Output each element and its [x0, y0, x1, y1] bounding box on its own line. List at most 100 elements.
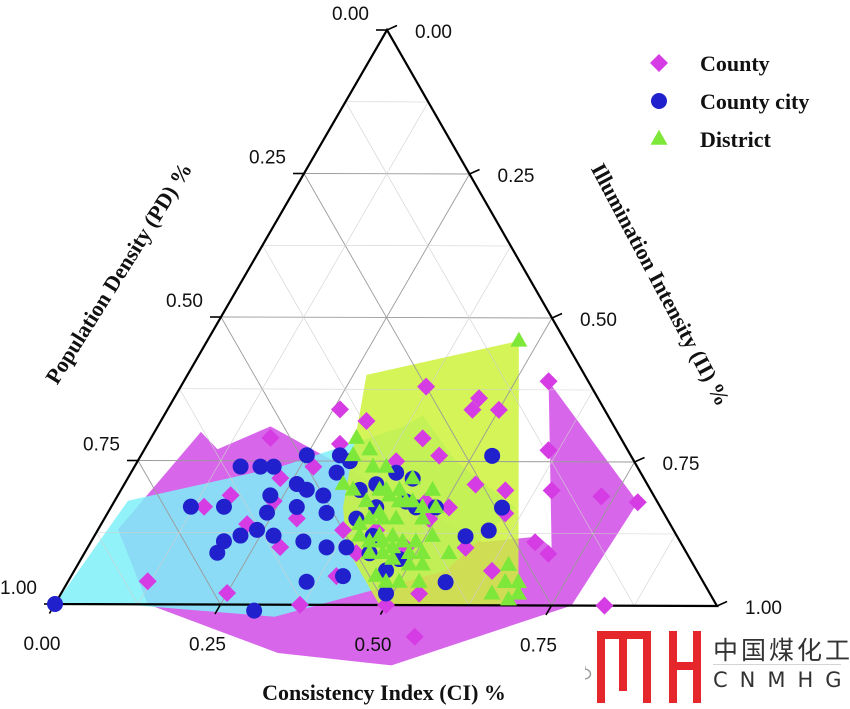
right-tick: [634, 456, 645, 463]
legend-marker-circle: [651, 93, 667, 109]
watermark-en-text: CNMHG: [713, 668, 850, 692]
left-tick-label: 0.00: [332, 4, 369, 25]
bottom-tick-label: 0.25: [189, 635, 226, 656]
triangle-marker: [344, 480, 362, 496]
diamond-marker: [592, 487, 611, 506]
triangle-marker: [404, 469, 422, 485]
triangle-marker: [367, 566, 385, 582]
right-tick: [469, 168, 480, 175]
circle-marker: [265, 527, 282, 544]
triangle-marker: [483, 584, 501, 600]
bottom-tick-label: 0.50: [355, 635, 392, 656]
triangle-marker: [414, 544, 431, 560]
triangle-marker: [509, 573, 527, 589]
triangle-marker: [371, 503, 389, 519]
diamond-marker: [496, 481, 515, 500]
bottom-tick: [545, 605, 553, 616]
legend-label: County: [700, 51, 770, 76]
right-tick-label: 1.00: [745, 598, 782, 619]
diamond-marker: [526, 533, 545, 552]
right-tick-label: 0.75: [663, 454, 700, 475]
triangle-marker: [384, 538, 402, 554]
diamond-marker: [387, 452, 406, 471]
circle-marker: [232, 458, 249, 475]
legend-label: District: [700, 127, 772, 152]
triangle-marker: [499, 590, 517, 606]
circle-marker: [318, 539, 335, 556]
triangle-marker: [374, 543, 392, 559]
minor-grid-line: [96, 532, 139, 605]
diamond-marker: [331, 400, 349, 419]
left-tick-label: 0.75: [83, 435, 120, 456]
triangle-marker: [400, 555, 418, 571]
circle-marker: [335, 568, 352, 585]
bottom-tick-label: 0.75: [520, 636, 557, 657]
minor-grid-line: [96, 531, 676, 535]
triangle-marker: [351, 526, 369, 542]
triangle-marker: [384, 549, 402, 565]
bottom-tick: [214, 604, 222, 615]
triangle-marker: [371, 526, 388, 542]
triangle-marker: [384, 526, 402, 542]
watermark: 中国煤化工 CNMHG: [585, 628, 850, 709]
minor-grid-line: [262, 244, 511, 247]
triangle-marker: [387, 509, 405, 525]
triangle-marker: [371, 480, 389, 496]
circle-marker: [484, 447, 501, 464]
series-district: [334, 331, 528, 606]
circle-marker: [328, 464, 345, 481]
legend-label: County city: [700, 89, 809, 114]
triangle-marker: [361, 440, 379, 456]
left-tick-label: 0.25: [249, 148, 286, 169]
circle-marker: [298, 573, 315, 590]
circle-marker: [298, 447, 315, 464]
watermark-cn-text: 中国煤化工: [713, 636, 850, 665]
diamond-marker: [539, 372, 558, 391]
right-tick-label: 0.25: [498, 166, 535, 187]
triangle-marker: [427, 498, 445, 514]
diamond-marker: [628, 493, 647, 512]
diamond-marker: [377, 596, 395, 614]
circle-marker: [457, 528, 474, 545]
diamond-marker: [482, 561, 501, 580]
diamond-marker: [413, 429, 432, 448]
triangle-marker: [361, 543, 379, 559]
diamond-marker: [330, 434, 349, 453]
triangle-marker: [510, 331, 528, 347]
diamond-marker: [417, 377, 436, 396]
tick-layer: 0.00 0.25 0.50 0.75 0.00 0.25 0.50 0.75 1.00 1.00…: [0, 4, 782, 657]
triangle-marker: [424, 480, 442, 496]
grid-line: [220, 316, 553, 319]
circle-marker: [209, 544, 226, 561]
circle-marker: [262, 487, 279, 504]
diamond-marker: [539, 544, 558, 563]
circle-marker: [215, 498, 232, 515]
circle-marker: [182, 498, 199, 515]
circle-marker: [338, 539, 355, 556]
triangle-marker: [440, 544, 458, 560]
right-tick: [386, 24, 398, 31]
triangle-marker: [394, 532, 412, 548]
diamond-marker: [539, 441, 558, 460]
triangle-marker: [404, 492, 422, 508]
circle-marker: [232, 527, 249, 544]
diamond-marker: [218, 584, 237, 603]
circle-marker: [295, 533, 312, 550]
diamond-marker: [456, 538, 475, 557]
right-axis-title: Illumination Intensity (II) %: [586, 159, 735, 410]
minor-grid-line: [633, 533, 677, 606]
minor-grid-line: [137, 101, 429, 605]
triangle-marker: [509, 584, 527, 600]
diamond-marker: [405, 627, 424, 646]
triangle-marker: [400, 544, 418, 560]
diamond-marker: [334, 521, 353, 540]
wechat-icon: [585, 665, 592, 680]
circle-marker: [288, 498, 305, 515]
grid-layer: [96, 101, 677, 606]
minor-grid-line: [179, 388, 594, 391]
bottom-tick-label: 0.00: [24, 634, 61, 655]
circle-marker: [480, 522, 497, 539]
right-tick: [551, 312, 563, 319]
left-axis-title: Population Density (PD) %: [40, 158, 197, 388]
